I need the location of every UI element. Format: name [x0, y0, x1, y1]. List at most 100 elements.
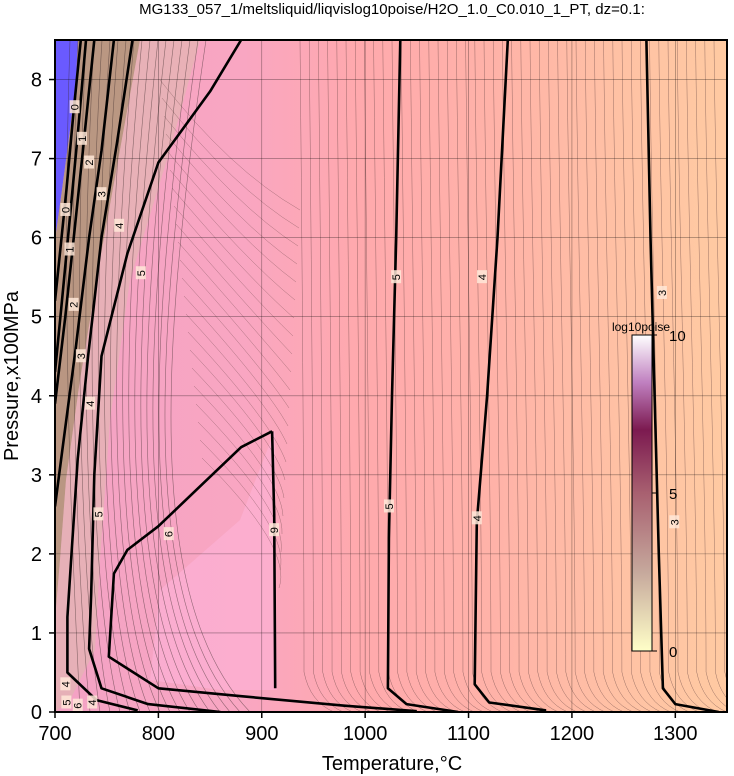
contour-label-bg [72, 698, 83, 712]
x-tick-label: 800 [142, 723, 175, 745]
contour-label: 1 [64, 246, 76, 252]
fine-contour-line [116, 40, 161, 712]
contour-label: 4 [477, 274, 489, 280]
contour-label: 2 [84, 159, 96, 165]
contour-label: 3 [76, 353, 88, 359]
contour-label: 4 [60, 681, 72, 687]
fine-contour-line [66, 40, 81, 712]
x-tick-label: 1300 [653, 723, 698, 745]
contour-line-6 [107, 430, 417, 712]
fine-contour-line [169, 169, 296, 301]
contour-label-bg [269, 523, 280, 537]
contour-label: 4 [114, 223, 126, 229]
fine-contour-line [520, 40, 559, 712]
y-tick-label: 8 [31, 70, 42, 92]
contour-label-bg [61, 695, 72, 709]
y-axis-label: Pressure,x100MPa [1, 290, 23, 461]
fine-contour-line [175, 223, 293, 355]
contour-label-bg [68, 297, 79, 311]
fine-contour-line [159, 79, 301, 211]
fine-contour-line [584, 40, 624, 712]
fine-contour-line [179, 259, 291, 391]
fine-contour-line [511, 40, 550, 712]
contour-label-bg [391, 270, 402, 284]
contour-line-3 [55, 40, 116, 507]
y-tick-label: 1 [31, 623, 42, 645]
contour-label: 4 [85, 401, 97, 407]
fine-contour-line [566, 40, 606, 712]
fine-contour-line [187, 331, 287, 463]
gridlines [55, 40, 727, 712]
x-tick-label: 1200 [550, 723, 595, 745]
fine-contour-line [170, 40, 251, 712]
chart-title: MG133_057_1/meltsliquid/liqvislog10poise… [139, 1, 645, 18]
contour-label-bg [669, 515, 680, 529]
colorbar-tick-label: 10 [669, 328, 686, 345]
contour-label: 5 [391, 274, 403, 280]
contour-label: 5 [61, 699, 73, 705]
contour-label-bg [135, 266, 146, 280]
contour-label-bg [383, 499, 394, 513]
x-tick-label: 1100 [447, 723, 490, 745]
y-tick-label: 7 [31, 149, 42, 171]
contour-line-3 [645, 40, 719, 712]
fine-contour-line [110, 40, 151, 712]
fine-contour-line [695, 40, 727, 708]
fine-contour-line [594, 40, 634, 712]
fine-contour-line [548, 40, 587, 712]
fine-contour-line [173, 205, 294, 337]
fine-contour-line [195, 403, 283, 535]
contour-label: 5 [93, 511, 105, 517]
fine-contour-line [181, 277, 290, 409]
contour-label-bg [75, 349, 86, 363]
contour-label: 4 [472, 515, 484, 521]
fine-contour-line [161, 97, 300, 229]
contour-label: 3 [657, 290, 669, 296]
contour-label-bg [64, 242, 75, 256]
contour-label: 6 [73, 703, 85, 709]
fine-contour-line [152, 40, 221, 712]
contour-label-bg [85, 396, 96, 410]
fine-contour-line [713, 40, 727, 682]
fine-contour-line [575, 40, 615, 712]
x-tick-label: 700 [38, 723, 71, 745]
contour-label-bg [96, 187, 107, 201]
contour-label: 0 [60, 207, 72, 213]
fine-contour-line [603, 40, 643, 712]
fine-contour-line [667, 40, 709, 712]
colorbar-tick-label: 5 [669, 486, 677, 503]
x-tick-label: 900 [245, 723, 278, 745]
contour-label-bg [476, 270, 487, 284]
fine-contour-line [538, 40, 578, 712]
y-tick-label: 2 [31, 544, 42, 566]
contour-line-0 [55, 40, 83, 302]
fine-contour-line [183, 295, 289, 427]
contour-label: 1 [77, 136, 89, 142]
fine-contour-line [529, 40, 568, 712]
fine-contour-line [171, 187, 295, 319]
y-tick-label: 4 [31, 386, 42, 408]
contour-label-bg [114, 218, 125, 232]
contour-label: 5 [384, 503, 396, 509]
fine-contour-line [164, 40, 241, 712]
y-ticks: 0 1 2 3 4 5 6 7 8 [31, 70, 55, 724]
fine-contour-line [676, 40, 718, 712]
contour-lines [55, 40, 719, 712]
fine-contour-line [492, 40, 531, 712]
contour-label-bg [87, 695, 98, 709]
contour-line-5 [386, 40, 459, 712]
fine-contour-line [189, 349, 286, 481]
contour-label: 3 [97, 191, 109, 197]
fine-contour-line [686, 40, 727, 712]
pink-high-zone [150, 430, 277, 690]
contour-label: 3 [669, 519, 681, 525]
fine-contour-line [621, 40, 662, 712]
fine-contour-line [557, 40, 596, 712]
contour-line-5 [87, 40, 243, 712]
x-axis-label: Temperature,°C [322, 753, 462, 775]
y-tick-label: 0 [31, 702, 42, 724]
contour-label-bg [76, 131, 87, 145]
colorbar-gradient [631, 334, 653, 652]
